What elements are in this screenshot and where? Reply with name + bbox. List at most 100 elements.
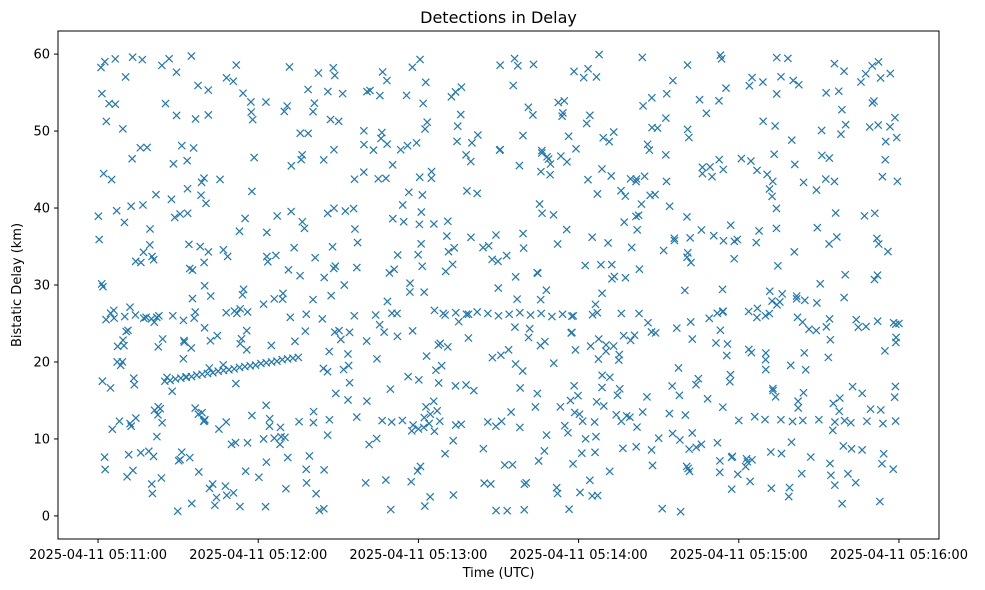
data-point [352, 413, 361, 422]
data-point [801, 365, 810, 374]
data-point [235, 502, 244, 511]
data-point [726, 370, 735, 379]
data-point [640, 172, 649, 181]
data-point [563, 428, 572, 437]
data-point [814, 415, 823, 424]
data-point [546, 160, 555, 169]
data-point [593, 491, 602, 500]
data-point [566, 396, 575, 405]
data-point [128, 466, 137, 475]
data-point [169, 159, 178, 168]
data-point [706, 162, 715, 171]
data-point [200, 281, 209, 290]
data-point [714, 96, 723, 105]
data-point [822, 322, 831, 331]
data-point [567, 312, 576, 321]
scatter-markers [94, 50, 903, 516]
data-point [632, 174, 641, 184]
data-point [594, 334, 603, 344]
data-point [242, 345, 251, 354]
data-point [297, 155, 306, 164]
data-point [118, 336, 128, 345]
data-point [166, 376, 175, 385]
data-point [153, 410, 162, 419]
data-point [276, 423, 285, 432]
data-point [441, 310, 450, 320]
data-point [115, 417, 124, 426]
y-tick-label: 40 [33, 202, 50, 217]
data-point [106, 383, 115, 392]
data-point [323, 367, 332, 376]
data-point [484, 241, 493, 250]
data-point [185, 453, 194, 462]
data-point [812, 298, 821, 307]
y-axis-label: Bistatic Delay (km) [10, 223, 25, 347]
data-point [494, 257, 503, 266]
data-point [219, 245, 228, 254]
data-point [144, 447, 153, 456]
data-point [522, 478, 531, 487]
data-point [308, 107, 318, 116]
data-point [577, 449, 586, 458]
data-point [870, 275, 879, 284]
data-point [247, 411, 256, 420]
data-point [172, 68, 181, 77]
data-point [107, 175, 116, 184]
data-point [444, 247, 453, 256]
data-point [788, 417, 797, 426]
data-point [533, 389, 542, 398]
data-point [627, 243, 636, 252]
data-point [200, 323, 209, 332]
data-point [537, 309, 546, 318]
data-point [518, 131, 527, 140]
data-point [399, 217, 408, 226]
data-point [302, 310, 311, 319]
data-point [237, 334, 246, 343]
data-point [131, 310, 140, 320]
data-point [602, 340, 611, 349]
data-point [147, 314, 156, 323]
data-point [683, 125, 692, 134]
data-point [199, 174, 209, 183]
data-point [598, 289, 607, 298]
data-point [824, 353, 833, 362]
data-point [675, 436, 684, 445]
data-point [877, 459, 887, 468]
data-point [462, 150, 471, 159]
data-point [878, 419, 887, 428]
data-point [284, 265, 293, 274]
data-point [229, 77, 238, 86]
data-point [768, 177, 777, 186]
data-point [618, 444, 627, 453]
data-point [466, 157, 475, 166]
data-point [622, 411, 631, 420]
data-point [422, 402, 431, 411]
data-point [821, 175, 830, 184]
data-point [241, 214, 250, 223]
data-point [784, 492, 793, 501]
data-point [295, 417, 304, 426]
data-point [236, 304, 245, 313]
data-point [483, 417, 492, 427]
data-point [772, 224, 781, 233]
data-point [426, 410, 435, 419]
data-point [874, 57, 883, 66]
data-point [200, 258, 209, 267]
data-point [688, 428, 697, 437]
data-point [604, 238, 613, 247]
data-point [668, 429, 677, 438]
data-point [830, 59, 839, 68]
data-point [227, 440, 236, 449]
data-point [543, 152, 552, 161]
data-point [177, 448, 186, 457]
data-point [271, 251, 280, 260]
data-point [763, 170, 772, 179]
data-point [189, 143, 198, 152]
data-point [746, 477, 755, 486]
data-point [797, 469, 806, 478]
data-point [588, 233, 597, 242]
data-point [404, 372, 413, 381]
data-point [125, 303, 135, 312]
data-point [336, 335, 345, 344]
